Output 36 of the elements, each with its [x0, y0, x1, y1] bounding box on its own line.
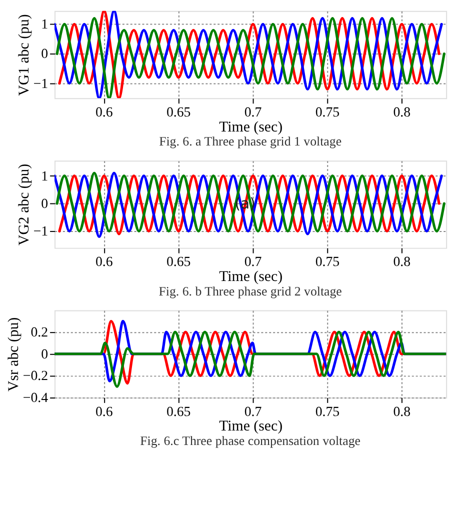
y-tick-label: 0.2: [30, 326, 48, 341]
caption: Fig. 6. a Three phase grid 1 voltage: [159, 134, 342, 149]
y-tick-label: 0: [41, 47, 48, 62]
caption: Fig. 6. b Three phase grid 2 voltage: [158, 284, 342, 298]
y-tick-label: 1: [41, 169, 48, 184]
x-tick-label: 0.65: [166, 105, 191, 120]
x-tick-label: 0.7: [244, 105, 262, 120]
x-tick-label: 0.8: [393, 255, 411, 270]
x-tick-label: 0.65: [166, 404, 191, 420]
caption: Fig. 6.c Three phase compensation voltage: [140, 434, 361, 448]
x-tick-label: 0.7: [244, 404, 262, 420]
y-tick-label: −1: [33, 224, 48, 240]
y-tick-label: −0.4: [22, 390, 48, 406]
x-tick-label: 0.75: [315, 105, 340, 120]
y-axis-title: VG1 abc (pu): [16, 14, 32, 96]
x-axis-title: Time (sec): [219, 269, 283, 286]
x-tick-label: 0.8: [393, 105, 411, 120]
x-tick-label: 0.7: [244, 255, 262, 270]
y-axis-title: Vsr abc (pu): [6, 317, 22, 392]
y-tick-label: −0.2: [22, 369, 48, 384]
x-axis-title: Time (sec): [219, 418, 283, 435]
x-tick-label: 0.75: [315, 404, 340, 420]
y-tick-label: 0: [41, 196, 48, 212]
y-axis-title: VG2 abc (pu): [16, 164, 32, 246]
x-axis-title: Time (sec): [219, 119, 283, 136]
annotation: (a): [234, 194, 256, 212]
x-tick-label: 0.8: [393, 404, 411, 420]
x-tick-label: 0.6: [95, 255, 113, 270]
x-tick-label: 0.6: [95, 404, 113, 420]
line-series: [54, 330, 446, 388]
y-tick-label: 0: [41, 347, 48, 362]
y-tick-label: 1: [41, 18, 48, 33]
y-tick-label: −1: [33, 76, 48, 92]
x-tick-label: 0.6: [95, 105, 113, 120]
x-tick-label: 0.75: [315, 255, 340, 270]
x-tick-label: 0.65: [166, 255, 191, 270]
